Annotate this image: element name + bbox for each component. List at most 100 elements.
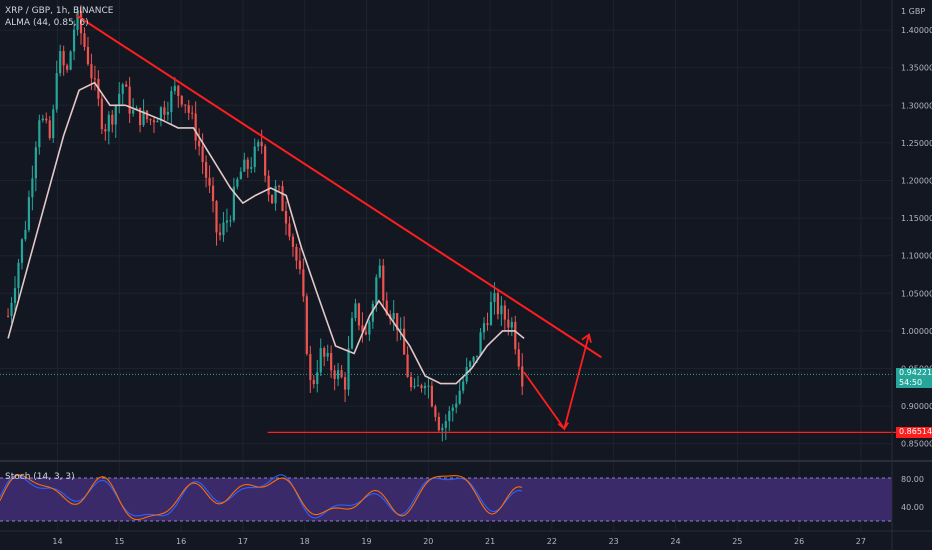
candle-body <box>90 64 93 79</box>
candle-body <box>298 260 301 270</box>
candle-body <box>371 303 374 322</box>
candle-body <box>149 119 152 121</box>
candle-body <box>309 353 312 380</box>
candle-body <box>100 98 103 130</box>
candle-body <box>17 262 20 289</box>
candle-body <box>493 293 496 303</box>
time-tick-label: 25 <box>732 537 742 546</box>
candle-body <box>284 210 288 224</box>
candle-body <box>479 332 482 356</box>
candle-body <box>517 349 520 367</box>
candle-body <box>177 85 180 96</box>
candle-body <box>399 328 402 330</box>
descending-trendline[interactable] <box>75 14 602 359</box>
candle-body <box>469 361 472 368</box>
candle-body <box>455 403 458 408</box>
candle-body <box>62 51 65 66</box>
candle-body <box>211 185 215 202</box>
candle-body <box>38 120 41 148</box>
stoch-legend[interactable]: Stoch (14, 3, 3) <box>5 472 75 482</box>
price-tick-label: 1.25000 <box>901 139 932 148</box>
candle-body <box>41 118 44 121</box>
candle-body <box>420 385 423 389</box>
indicator-legend[interactable]: ALMA (44, 0.85, 6) <box>5 18 89 28</box>
candle-body <box>434 406 437 417</box>
candle-body <box>6 315 10 317</box>
candle-body <box>111 114 114 125</box>
candle-body <box>72 29 76 52</box>
candle-body <box>118 93 121 106</box>
stoch-d-line <box>0 474 523 521</box>
candle-body <box>48 120 51 139</box>
candle-body <box>472 356 475 362</box>
candle-body <box>333 370 336 380</box>
candle-body <box>159 107 163 121</box>
time-tick-label: 27 <box>856 537 866 546</box>
candle-body <box>55 73 58 110</box>
candle-body <box>260 141 263 147</box>
candle-body <box>107 114 110 132</box>
time-tick-label: 15 <box>114 537 124 546</box>
candle-body <box>413 386 416 388</box>
time-tick-label: 22 <box>547 537 557 546</box>
candle-body <box>475 355 479 357</box>
candle-body <box>13 288 17 303</box>
candle-body <box>302 269 305 297</box>
candle-body <box>236 179 239 187</box>
candle-body <box>357 303 361 326</box>
time-axis[interactable]: 14 15 16 17 18 19 20 21 22 23 24 25 26 27 <box>52 537 866 546</box>
candle-body <box>31 178 34 198</box>
candle-body <box>170 91 173 113</box>
candle-body <box>323 348 326 357</box>
symbol-legend[interactable]: XRP / GBP, 1h, BINANCE <box>5 6 114 16</box>
candle-body <box>66 65 69 70</box>
candle-body <box>27 197 31 230</box>
candle-body <box>375 277 378 304</box>
candle-body <box>142 110 145 126</box>
candle-body <box>166 112 169 115</box>
candle-body <box>20 239 24 263</box>
candle-body <box>76 10 79 30</box>
candle-body <box>319 348 322 373</box>
candle-body <box>128 86 131 114</box>
candle-body <box>274 186 277 204</box>
time-tick-label: 23 <box>609 537 619 546</box>
candle-body <box>264 146 267 176</box>
candle-body <box>125 84 128 87</box>
candle-body <box>246 159 249 169</box>
price-tick-label: 1.35000 <box>901 64 932 73</box>
candle-body <box>132 110 135 114</box>
alma-line <box>7 81 525 385</box>
price-tick-label: 0.90000 <box>901 402 932 411</box>
candle-body <box>385 300 388 315</box>
candle-body <box>34 147 37 179</box>
candle-body <box>253 146 256 168</box>
candle-countdown: 54:50 <box>899 378 923 388</box>
candle-body <box>208 177 211 186</box>
candle-body <box>462 381 465 391</box>
current-price-badge: 0.94221 54:50 <box>896 368 932 389</box>
grid-lines <box>0 0 892 531</box>
candle-body <box>403 328 406 355</box>
price-tick-label: 1.15000 <box>901 214 932 223</box>
candle-body <box>24 229 27 240</box>
candle-body <box>138 107 142 126</box>
candle-body <box>291 236 295 247</box>
candle-body <box>184 104 187 106</box>
candle-body <box>243 159 246 172</box>
candle-body <box>416 385 420 387</box>
candle-body <box>503 305 506 320</box>
candle-body <box>406 354 409 377</box>
candle-body <box>496 293 500 315</box>
candle-body <box>489 302 493 325</box>
price-tick-label: 1.10000 <box>901 252 932 261</box>
projection-arrow[interactable] <box>523 334 590 431</box>
candle-body <box>510 321 513 328</box>
stoch-upper-level-label: 80.00 <box>901 475 924 484</box>
candle-body <box>218 232 222 236</box>
stoch-lower-level-label: 40.00 <box>901 503 924 512</box>
candle-body <box>257 141 260 147</box>
candle-body <box>396 313 399 330</box>
candle-body <box>270 194 274 204</box>
